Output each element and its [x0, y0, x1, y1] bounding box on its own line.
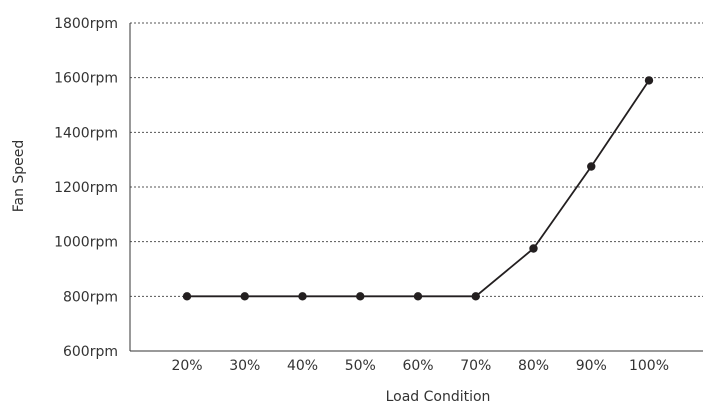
y-tick-labels: 600rpm 800rpm 1000rpm 1200rpm 1400rpm 1600rpm… [54, 16, 118, 360]
x-axis-title: Load Condition [386, 389, 491, 402]
x-tick-label: 80% [518, 358, 549, 374]
data-point [587, 162, 596, 171]
data-point [298, 292, 307, 301]
x-tick-label: 70% [460, 358, 491, 374]
data-point [240, 292, 249, 301]
y-tick-label: 1000rpm [54, 235, 118, 251]
x-tick-label: 90% [576, 358, 607, 374]
y-tick-label: 1400rpm [54, 125, 118, 141]
x-tick-label: 50% [345, 358, 376, 374]
y-tick-label: 1600rpm [54, 71, 118, 87]
data-point [182, 292, 192, 301]
data-point [471, 292, 480, 301]
y-axis-title: Fan Speed [11, 140, 27, 213]
x-tick-label: 100% [629, 358, 669, 374]
data-point [529, 244, 538, 253]
x-tick-label: 60% [402, 358, 433, 374]
y-tick-label: 600rpm [63, 344, 118, 360]
data-point [644, 76, 654, 85]
x-tick-label: 40% [287, 358, 318, 374]
x-tick-label: 30% [229, 358, 260, 374]
data-point [413, 292, 423, 301]
y-tick-label: 1800rpm [54, 16, 118, 32]
x-tick-labels: 20% 30% 40% 50% 60% 70% 80% 90% 100% [171, 358, 669, 374]
data-point [356, 292, 365, 301]
x-tick-label: 20% [171, 358, 202, 374]
y-tick-label: 800rpm [63, 289, 118, 305]
y-tick-label: 1200rpm [54, 180, 118, 196]
series-fan-speed [182, 76, 654, 301]
series-line [187, 79, 650, 298]
axes [129, 23, 703, 352]
gridlines [130, 22, 703, 297]
